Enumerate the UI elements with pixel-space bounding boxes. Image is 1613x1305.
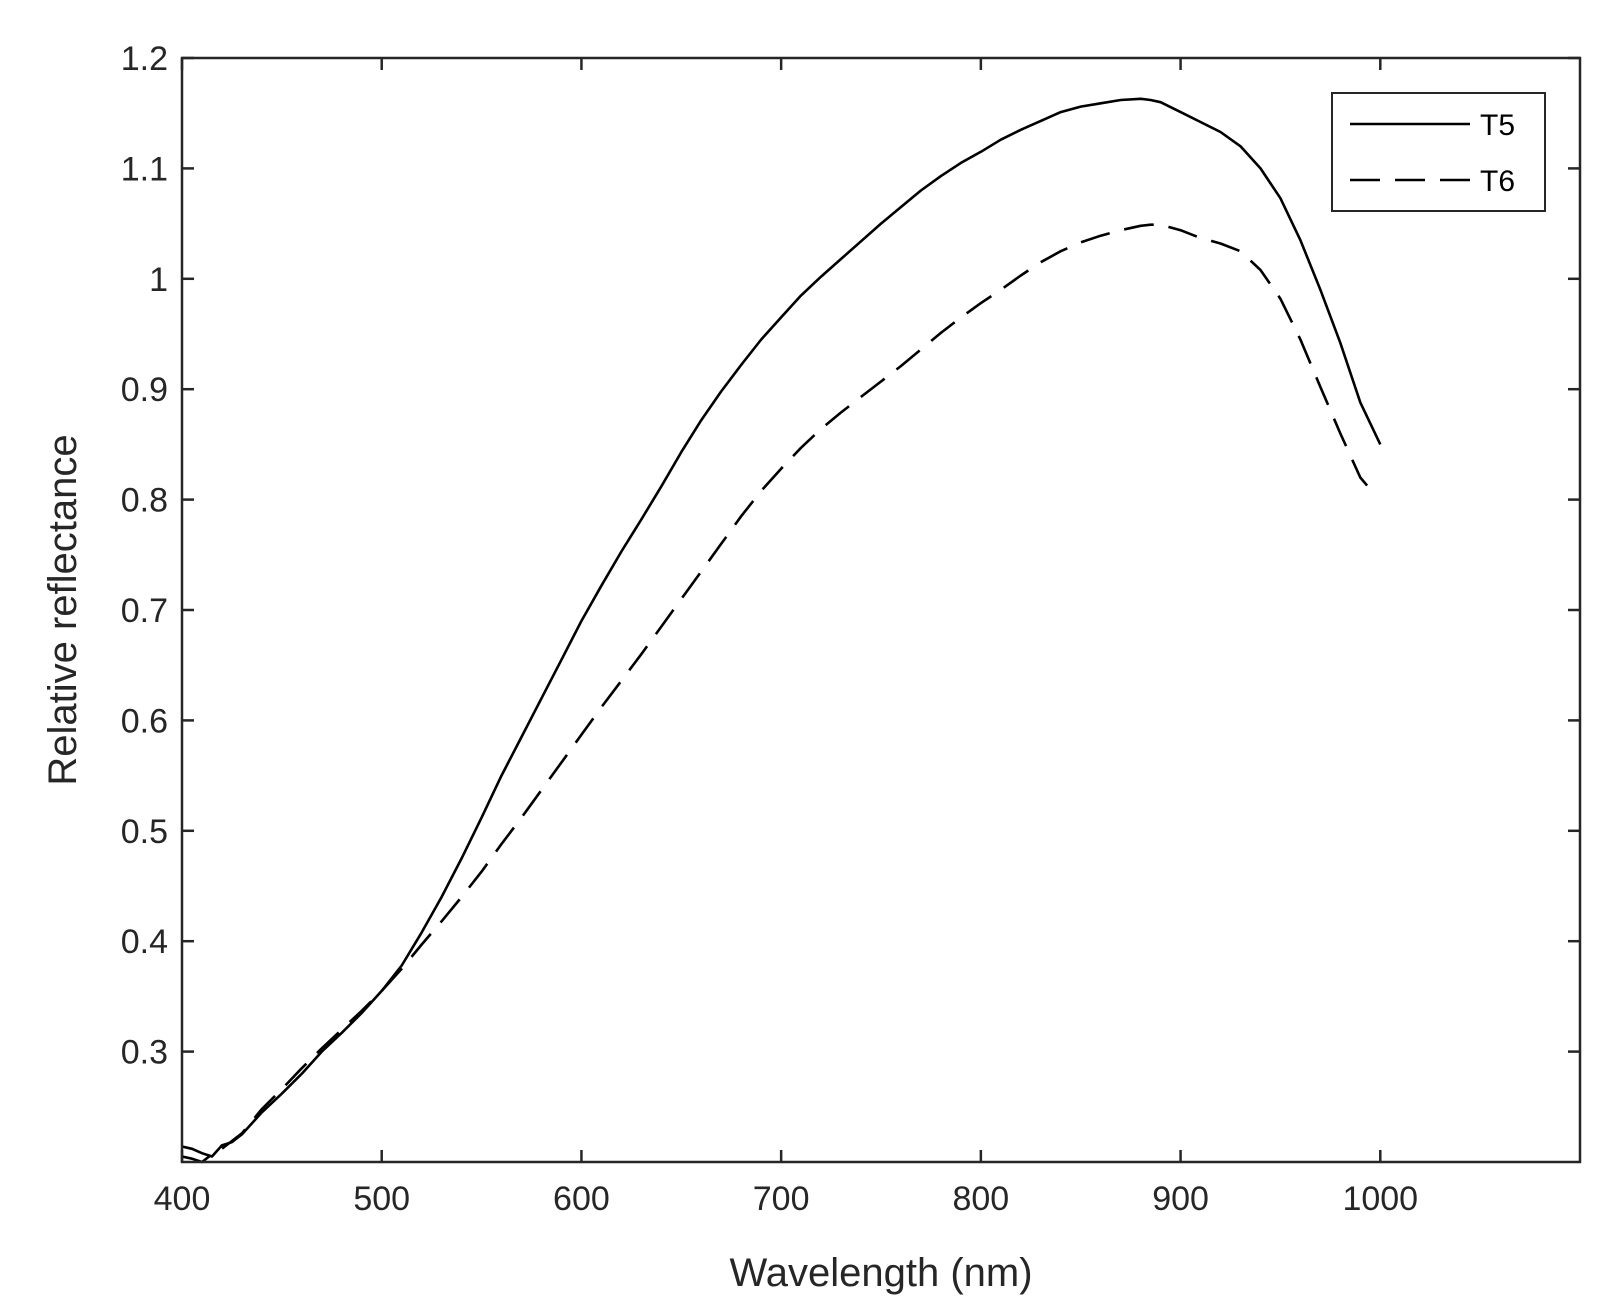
x-tick-label: 700 <box>753 1180 810 1218</box>
x-tick-label: 900 <box>1152 1180 1209 1218</box>
y-tick-label: 1 <box>149 261 168 299</box>
x-tick-label: 1000 <box>1342 1180 1418 1218</box>
y-tick-label: 1.1 <box>121 150 168 188</box>
y-tick-label: 0.6 <box>121 702 168 740</box>
legend-label-t5: T5 <box>1480 109 1515 142</box>
legend-box <box>1331 92 1546 212</box>
y-tick-label: 0.7 <box>121 592 168 630</box>
x-tick-label: 600 <box>553 1180 610 1218</box>
y-axis-label: Relative reflectance <box>41 434 85 785</box>
x-tick-label: 400 <box>154 1180 211 1218</box>
plot-area <box>182 58 1580 1162</box>
y-tick-label: 0.5 <box>121 813 168 851</box>
x-tick-label: 800 <box>952 1180 1009 1218</box>
y-tick-label: 0.3 <box>121 1034 168 1072</box>
y-tick-label: 1.2 <box>121 40 168 78</box>
series-line-t5 <box>181 97 1382 1158</box>
x-tick-labels: 400 500 600 700 800 900 1000 <box>154 1180 1418 1218</box>
legend-label-t6: T6 <box>1480 165 1515 198</box>
x-axis-label: Wavelength (nm) <box>729 1251 1032 1295</box>
plot-frame <box>180 56 1582 1164</box>
legend: T5 T6 <box>1331 92 1546 212</box>
y-tick-label: 0.4 <box>121 923 168 961</box>
x-tick-label: 500 <box>353 1180 410 1218</box>
y-tick-label: 0.8 <box>121 482 168 520</box>
y-tick-label: 0.9 <box>121 371 168 409</box>
series-group <box>181 97 1382 1164</box>
y-tick-labels: 0.3 0.4 0.5 0.6 0.7 0.8 0.9 1 1.1 1.2 <box>121 40 168 1072</box>
series-line-t6 <box>181 223 1376 1164</box>
